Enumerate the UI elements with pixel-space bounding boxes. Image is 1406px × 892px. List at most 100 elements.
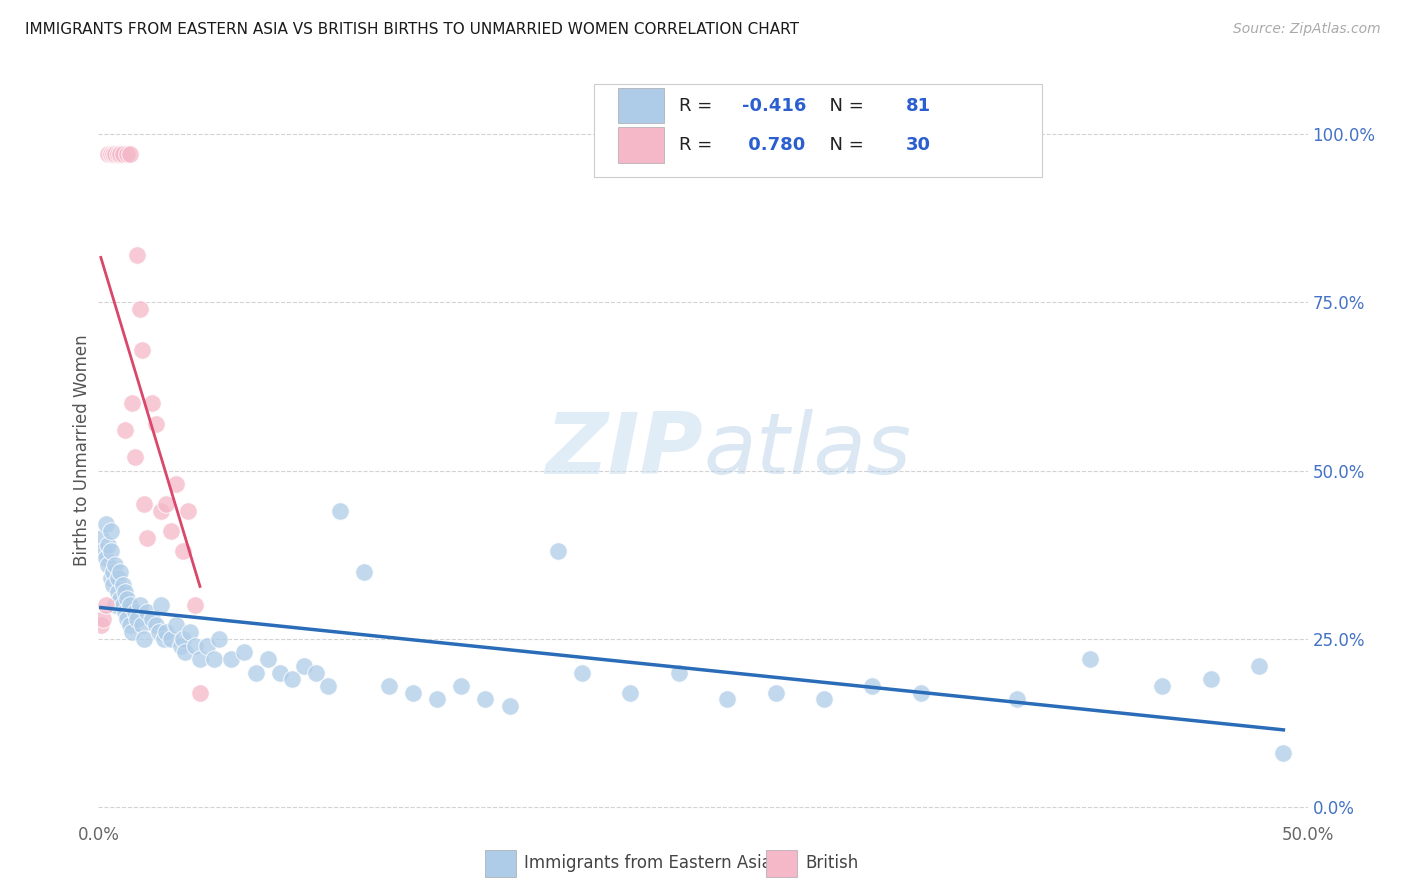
FancyBboxPatch shape xyxy=(619,127,664,162)
Point xyxy=(135,605,157,619)
Point xyxy=(107,147,129,161)
Point xyxy=(1249,658,1271,673)
Point xyxy=(188,686,211,700)
Point xyxy=(100,544,122,558)
Point xyxy=(108,147,131,161)
Point xyxy=(765,686,787,700)
Point xyxy=(127,612,149,626)
Point xyxy=(97,538,120,552)
Point xyxy=(221,652,243,666)
Point xyxy=(150,599,173,613)
Point xyxy=(184,639,207,653)
Point xyxy=(101,147,124,161)
Point xyxy=(117,147,139,161)
Point xyxy=(281,673,304,687)
Point xyxy=(124,605,146,619)
Point xyxy=(111,147,134,161)
Point xyxy=(148,625,170,640)
Point xyxy=(619,686,641,700)
Point xyxy=(91,544,114,558)
Point xyxy=(108,591,131,606)
Point xyxy=(114,423,136,437)
Point xyxy=(1199,673,1222,687)
Point xyxy=(100,571,122,585)
Point xyxy=(127,248,149,262)
Point xyxy=(117,612,139,626)
Point xyxy=(111,578,134,592)
Text: Source: ZipAtlas.com: Source: ZipAtlas.com xyxy=(1233,22,1381,37)
Point xyxy=(716,692,738,706)
Text: IMMIGRANTS FROM EASTERN ASIA VS BRITISH BIRTHS TO UNMARRIED WOMEN CORRELATION CH: IMMIGRANTS FROM EASTERN ASIA VS BRITISH … xyxy=(25,22,799,37)
Point xyxy=(450,679,472,693)
Point xyxy=(184,599,207,613)
Point xyxy=(245,665,267,680)
Point xyxy=(131,343,153,357)
Point xyxy=(90,618,112,632)
Text: N =: N = xyxy=(818,96,869,115)
Point xyxy=(131,618,153,632)
Point xyxy=(107,571,129,585)
Text: R =: R = xyxy=(679,96,718,115)
Point xyxy=(169,639,191,653)
Point xyxy=(108,565,131,579)
Point xyxy=(91,612,114,626)
Point xyxy=(94,517,117,532)
Text: ZIP: ZIP xyxy=(546,409,703,492)
Text: R =: R = xyxy=(679,136,718,153)
Point xyxy=(179,625,201,640)
Point xyxy=(1007,692,1029,706)
Point xyxy=(860,679,883,693)
Point xyxy=(329,504,352,518)
Point xyxy=(426,692,449,706)
Point xyxy=(402,686,425,700)
Point xyxy=(165,618,187,632)
Point xyxy=(145,618,167,632)
Point xyxy=(128,599,150,613)
Point xyxy=(104,147,127,161)
Point xyxy=(474,692,496,706)
Point xyxy=(172,632,194,646)
Point xyxy=(135,531,157,545)
Point xyxy=(97,558,120,572)
Point xyxy=(571,665,593,680)
Point xyxy=(134,497,156,511)
Point xyxy=(155,497,177,511)
Point xyxy=(124,450,146,465)
Point xyxy=(118,599,141,613)
Text: British: British xyxy=(806,855,859,872)
Point xyxy=(377,679,399,693)
Point xyxy=(160,524,183,539)
Point xyxy=(107,584,129,599)
Point xyxy=(188,652,211,666)
Point xyxy=(121,625,143,640)
Point xyxy=(97,147,120,161)
Point xyxy=(316,679,339,693)
Point xyxy=(111,599,134,613)
Point xyxy=(90,531,112,545)
Point xyxy=(114,605,136,619)
Point xyxy=(100,524,122,539)
Point xyxy=(174,645,197,659)
Text: N =: N = xyxy=(818,136,869,153)
Point xyxy=(101,565,124,579)
Text: 81: 81 xyxy=(905,96,931,115)
Text: 0.780: 0.780 xyxy=(742,136,806,153)
Point xyxy=(165,477,187,491)
Point xyxy=(101,578,124,592)
Point xyxy=(353,565,375,579)
FancyBboxPatch shape xyxy=(619,88,664,123)
Point xyxy=(117,591,139,606)
Point xyxy=(145,417,167,431)
Point xyxy=(813,692,835,706)
Point xyxy=(100,147,122,161)
Point xyxy=(1078,652,1101,666)
Point xyxy=(94,599,117,613)
Point xyxy=(232,645,254,659)
Point xyxy=(195,639,218,653)
Point xyxy=(141,396,163,410)
Point xyxy=(160,632,183,646)
Point xyxy=(177,504,200,518)
Point xyxy=(498,699,520,714)
Point xyxy=(1152,679,1174,693)
Point xyxy=(134,632,156,646)
